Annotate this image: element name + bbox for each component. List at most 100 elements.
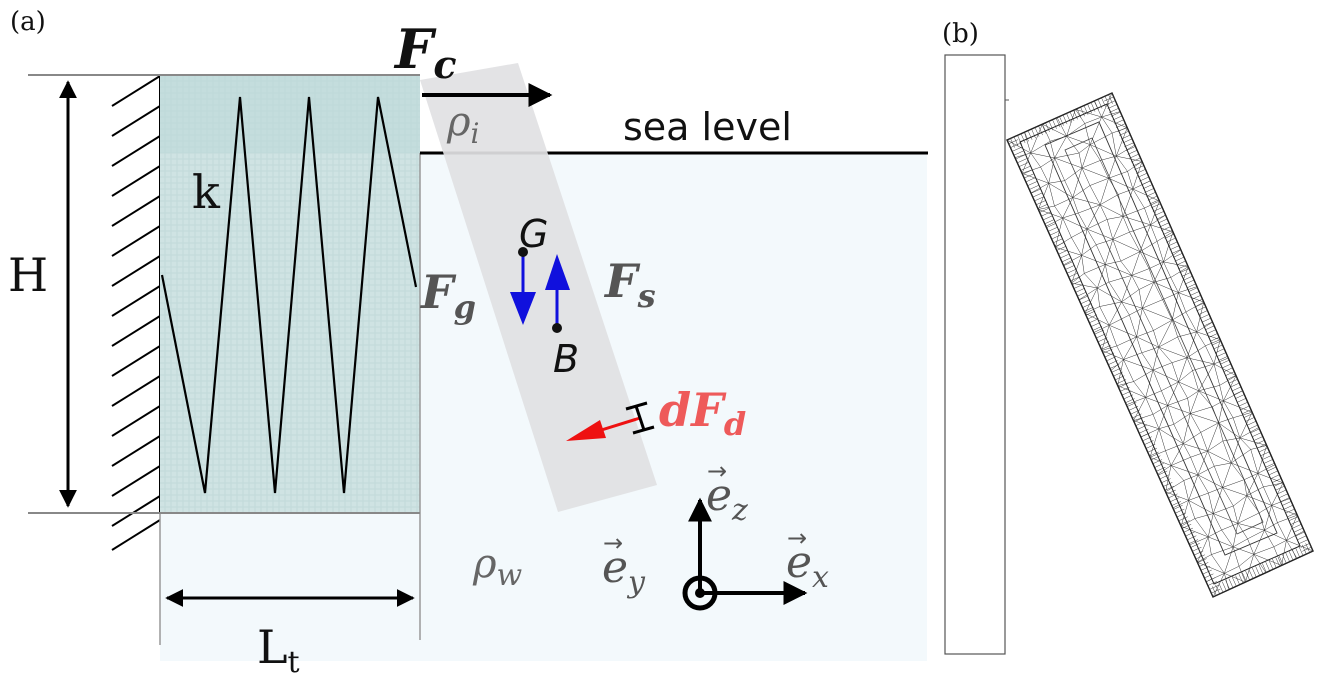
- mesh-edge: [1112, 231, 1130, 240]
- mesh-edge: [1184, 279, 1195, 285]
- mesh-edge: [1222, 487, 1234, 507]
- mesh-edge: [1190, 413, 1219, 424]
- mesh-edge: [1239, 427, 1259, 439]
- mesh-edge: [1034, 127, 1040, 137]
- mesh-edge: [1302, 546, 1312, 552]
- mesh-edge: [1121, 301, 1130, 316]
- axis-y-label: ey: [602, 542, 646, 600]
- mesh-edge: [1086, 219, 1108, 230]
- mesh-edge: [1280, 497, 1290, 502]
- mesh-edge: [1171, 319, 1178, 338]
- mesh-edge: [1200, 565, 1211, 571]
- mesh-edge: [1099, 194, 1119, 205]
- spring-label: k: [192, 165, 221, 219]
- mesh-edge: [1219, 385, 1224, 401]
- mesh-edge: [1097, 281, 1110, 289]
- mesh-edge: [1066, 109, 1076, 137]
- mesh-edge: [1230, 462, 1245, 480]
- mesh-edge: [1168, 493, 1178, 499]
- mesh-edge: [1045, 217, 1063, 227]
- mesh-edge: [1055, 117, 1061, 128]
- mesh-edge: [1069, 111, 1075, 122]
- mesh-edge: [1268, 560, 1274, 570]
- mesh-edge: [1208, 536, 1234, 548]
- mesh-edge: [1055, 217, 1063, 248]
- mesh-edge: [1121, 289, 1140, 303]
- mesh-edge: [1259, 505, 1272, 514]
- mesh-edge: [1173, 424, 1184, 444]
- panel-b: (b): [942, 19, 1314, 655]
- mesh-edge: [1080, 299, 1091, 304]
- mesh-edge: [1266, 445, 1276, 465]
- mesh-edge: [1290, 520, 1300, 525]
- mesh-edge: [1149, 450, 1166, 458]
- mesh-edge: [1165, 214, 1174, 232]
- mesh-edge: [1183, 413, 1191, 444]
- mesh-edge: [1247, 529, 1265, 540]
- mesh-edge: [1060, 253, 1070, 259]
- mesh-edge: [1150, 214, 1166, 226]
- mesh-edge: [1126, 397, 1146, 405]
- mesh-edge: [1199, 314, 1210, 319]
- mesh-edge: [1300, 543, 1310, 548]
- mesh-edge: [1149, 457, 1158, 475]
- mesh-edge: [1180, 518, 1196, 527]
- mesh-edge: [1197, 474, 1209, 494]
- mesh-edge: [1086, 228, 1113, 240]
- mesh-edge: [1287, 512, 1297, 518]
- mesh-edge: [1097, 99, 1103, 109]
- mesh-edge: [1081, 144, 1091, 169]
- mesh-edge: [1112, 239, 1141, 252]
- mesh-edge: [1144, 207, 1151, 225]
- mesh-edge: [1231, 449, 1251, 464]
- gravity-arrow: [510, 253, 536, 325]
- mesh-edge: [1200, 432, 1208, 452]
- mesh-edge: [1024, 173, 1034, 179]
- mesh-edge: [1134, 144, 1143, 162]
- mesh-edge: [1030, 183, 1049, 194]
- mesh-edge: [1108, 360, 1118, 365]
- mesh-edge: [1097, 287, 1100, 307]
- mesh-edge: [1186, 345, 1206, 358]
- mesh-edge: [1189, 291, 1200, 296]
- mesh-edge: [1117, 385, 1146, 398]
- mesh-edge: [1275, 485, 1285, 491]
- mesh-edge: [1208, 333, 1218, 338]
- mesh-edge: [1255, 440, 1265, 445]
- mesh-edge: [1253, 530, 1265, 555]
- mesh-edge: [1244, 473, 1258, 480]
- mesh-edge: [1218, 422, 1224, 442]
- mesh-edge: [1102, 92, 1113, 98]
- mesh-edge: [1151, 203, 1161, 209]
- mesh-edge: [1048, 183, 1055, 207]
- mesh-edge: [1054, 242, 1065, 247]
- mesh-edge: [1178, 286, 1198, 293]
- mesh-edge: [1132, 161, 1143, 190]
- mesh-edge: [1255, 566, 1260, 576]
- mesh-edge: [1061, 257, 1072, 263]
- mesh-edge: [1258, 447, 1268, 453]
- mesh-edge: [1066, 136, 1080, 154]
- mesh-edge: [1099, 204, 1108, 220]
- mesh-edge: [1224, 573, 1230, 590]
- mesh-edge: [1246, 486, 1264, 496]
- mesh-edge: [1108, 156, 1117, 179]
- mesh-edge: [1078, 299, 1086, 314]
- mesh-edge: [1199, 562, 1209, 567]
- mesh-edge: [1165, 491, 1174, 509]
- mesh-edge: [1117, 385, 1127, 405]
- mesh-edge: [1256, 443, 1267, 449]
- mesh-edge: [1112, 216, 1124, 240]
- mesh-edge: [1042, 123, 1067, 137]
- mesh-edge: [1228, 578, 1234, 588]
- mesh-edge: [1190, 457, 1199, 475]
- mesh-edge: [1158, 428, 1166, 451]
- mesh-edge: [1163, 249, 1181, 263]
- mesh-edge: [1132, 161, 1143, 167]
- mesh-edge: [1071, 255, 1082, 284]
- mesh-edge: [1099, 306, 1110, 326]
- mesh-edge: [1197, 536, 1209, 563]
- mesh-edge: [1075, 287, 1086, 293]
- point-b-label: B: [553, 337, 579, 381]
- mesh-edge: [1103, 348, 1113, 354]
